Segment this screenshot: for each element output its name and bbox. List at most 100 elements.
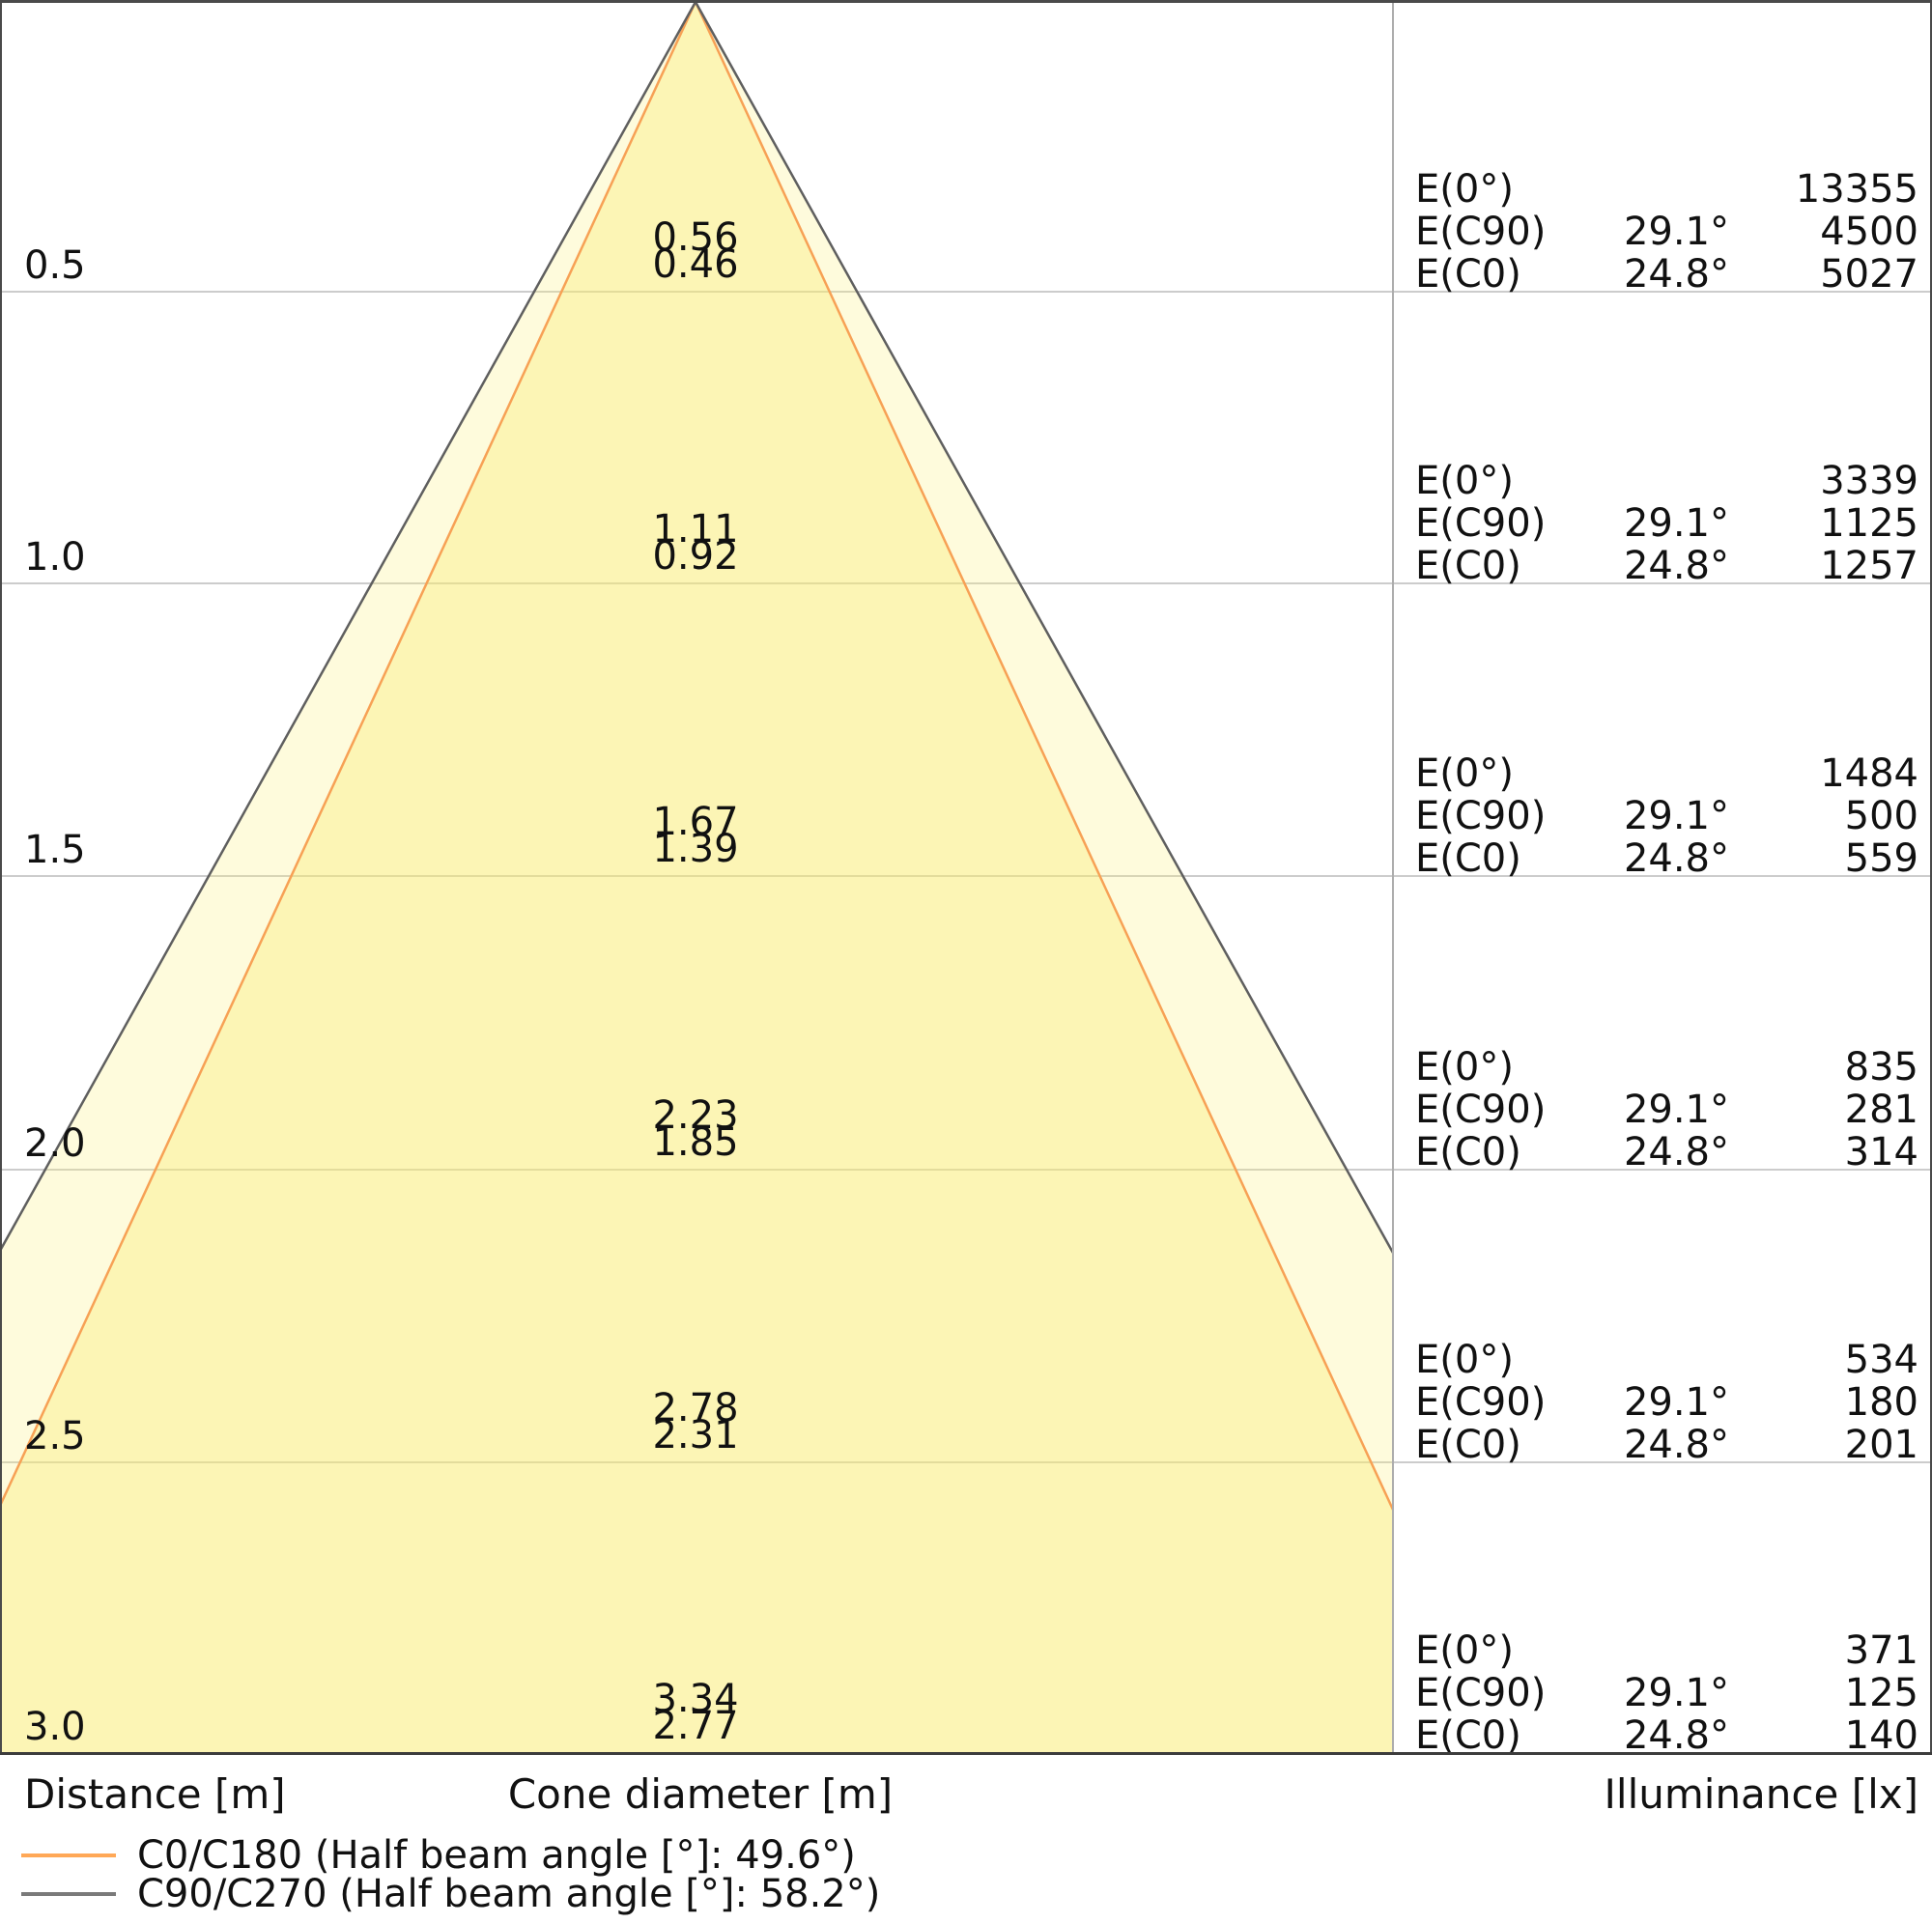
ec90-label: E(C90) [1415,1380,1547,1425]
illuminance-block: E(0°) 371 E(C90) 29.1° 125 E(C0) 24.8° 1… [1393,1629,1920,1757]
cone-diameter-c0: 2.77 [652,1704,739,1748]
e0-value: 835 [1844,1045,1918,1089]
cone-diameter-c0: 1.85 [652,1120,739,1165]
ec90-angle: 29.1° [1623,501,1729,546]
ec0-label: E(C0) [1415,836,1521,881]
ec0-angle: 24.8° [1623,1713,1729,1758]
illuminance-row-e0: E(0°) 534 [1393,1339,1920,1381]
illuminance-block: E(0°) 1484 E(C90) 29.1° 500 E(C0) 24.8° … [1393,752,1920,880]
ec0-label: E(C0) [1415,1423,1521,1467]
ec90-value: 281 [1844,1088,1918,1132]
e0-value: 534 [1844,1338,1918,1382]
distance-tick-label: 2.0 [24,1121,86,1166]
legend-line-c0-icon [21,1853,116,1857]
ec90-label: E(C90) [1415,210,1547,254]
legend-label-c0: C0/C180 (Half beam angle [°]: 49.6°) [137,1833,856,1878]
cone-diameter-c0: 0.92 [652,534,739,579]
ec90-angle: 29.1° [1623,210,1729,254]
cone-diameter-axis-title: Cone diameter [m] [507,1770,894,1818]
illuminance-row-ec90: E(C90) 29.1° 180 [1393,1381,1920,1424]
cone-diameter-c90: 3.34 [652,1677,739,1721]
cone-diameter-c0: 1.39 [652,827,739,871]
distance-tick-label: 2.5 [24,1414,86,1458]
ec90-value: 180 [1844,1380,1918,1425]
ec90-label: E(C90) [1415,501,1547,546]
illuminance-block: E(0°) 835 E(C90) 29.1° 281 E(C0) 24.8° 3… [1393,1046,1920,1174]
e0-label: E(0°) [1415,459,1514,503]
ec0-angle: 24.8° [1623,252,1729,297]
ec90-value: 125 [1844,1671,1918,1715]
plot-border-left [0,0,2,1755]
ec90-value: 1125 [1820,501,1918,546]
ec0-angle: 24.8° [1623,1423,1729,1467]
legend-item-c90: C90/C270 (Half beam angle [°]: 58.2°) [0,1873,1932,1915]
illuminance-row-ec90: E(C90) 29.1° 281 [1393,1089,1920,1131]
ec0-value: 559 [1844,836,1918,881]
ec0-value: 314 [1844,1130,1918,1174]
legend-label-c90: C90/C270 (Half beam angle [°]: 58.2°) [137,1872,881,1916]
distance-tick-label: 1.0 [24,535,86,580]
illuminance-row-ec90: E(C90) 29.1° 125 [1393,1672,1920,1714]
ec0-label: E(C0) [1415,544,1521,588]
ec90-angle: 29.1° [1623,1088,1729,1132]
illuminance-row-ec90: E(C90) 29.1° 500 [1393,795,1920,837]
ec90-angle: 29.1° [1623,794,1729,838]
ec0-angle: 24.8° [1623,836,1729,881]
illuminance-row-ec0: E(C0) 24.8° 5027 [1393,253,1920,296]
e0-label: E(0°) [1415,1338,1514,1382]
ec90-value: 500 [1844,794,1918,838]
illuminance-row-ec0: E(C0) 24.8° 314 [1393,1131,1920,1174]
illuminance-block: E(0°) 3339 E(C90) 29.1° 1125 E(C0) 24.8°… [1393,460,1920,587]
ec90-value: 4500 [1820,210,1918,254]
illuminance-axis-title: Illuminance [lx] [1604,1770,1918,1818]
illuminance-row-ec90: E(C90) 29.1° 1125 [1393,502,1920,545]
illuminance-block: E(0°) 13355 E(C90) 29.1° 4500 E(C0) 24.8… [1393,168,1920,296]
ec0-angle: 24.8° [1623,1130,1729,1174]
illuminance-row-e0: E(0°) 835 [1393,1046,1920,1089]
illuminance-row-e0: E(0°) 13355 [1393,168,1920,211]
plot-border-right [1930,0,1932,1755]
ec90-angle: 29.1° [1623,1671,1729,1715]
legend-line-c90-icon [21,1892,116,1896]
illuminance-row-e0: E(0°) 1484 [1393,752,1920,795]
e0-value: 3339 [1820,459,1918,503]
beam-line-c90 [0,0,1395,1254]
plot-area: 0.5 1.0 1.5 2.0 2.5 3.0 0.56 0.46 1.11 0… [0,0,1932,1757]
ec90-label: E(C90) [1415,1671,1547,1715]
distance-axis-title: Distance [m] [24,1770,286,1818]
distance-tick-label: 3.0 [24,1705,86,1749]
cone-diameter-c0: 0.46 [652,242,739,287]
ec0-label: E(C0) [1415,1130,1521,1174]
ec90-angle: 29.1° [1623,1380,1729,1425]
ec0-value: 140 [1844,1713,1918,1758]
distance-tick-label: 1.5 [24,828,86,872]
illuminance-block: E(0°) 534 E(C90) 29.1° 180 E(C0) 24.8° 2… [1393,1339,1920,1466]
ec0-label: E(C0) [1415,1713,1521,1758]
legend-item-c0: C0/C180 (Half beam angle [°]: 49.6°) [0,1834,1932,1877]
ec0-value: 5027 [1820,252,1918,297]
e0-label: E(0°) [1415,167,1514,212]
illuminance-row-ec0: E(C0) 24.8° 1257 [1393,545,1920,587]
illuminance-row-ec90: E(C90) 29.1° 4500 [1393,211,1920,253]
ec0-label: E(C0) [1415,252,1521,297]
illuminance-row-e0: E(0°) 371 [1393,1629,1920,1672]
ec0-value: 1257 [1820,544,1918,588]
e0-value: 371 [1844,1628,1918,1673]
distance-tick-label: 0.5 [24,243,86,288]
e0-label: E(0°) [1415,751,1514,796]
e0-label: E(0°) [1415,1628,1514,1673]
ec90-label: E(C90) [1415,1088,1547,1132]
illuminance-row-ec0: E(C0) 24.8° 140 [1393,1714,1920,1757]
cone-diameter-c0: 2.31 [652,1413,739,1457]
ec0-angle: 24.8° [1623,544,1729,588]
e0-value: 13355 [1795,167,1918,212]
e0-value: 1484 [1820,751,1918,796]
ec90-label: E(C90) [1415,794,1547,838]
illuminance-row-ec0: E(C0) 24.8° 559 [1393,837,1920,880]
ec0-value: 201 [1844,1423,1918,1467]
illuminance-row-e0: E(0°) 3339 [1393,460,1920,502]
e0-label: E(0°) [1415,1045,1514,1089]
illuminance-row-ec0: E(C0) 24.8° 201 [1393,1424,1920,1466]
plot-axis-bottom [0,1752,1932,1755]
